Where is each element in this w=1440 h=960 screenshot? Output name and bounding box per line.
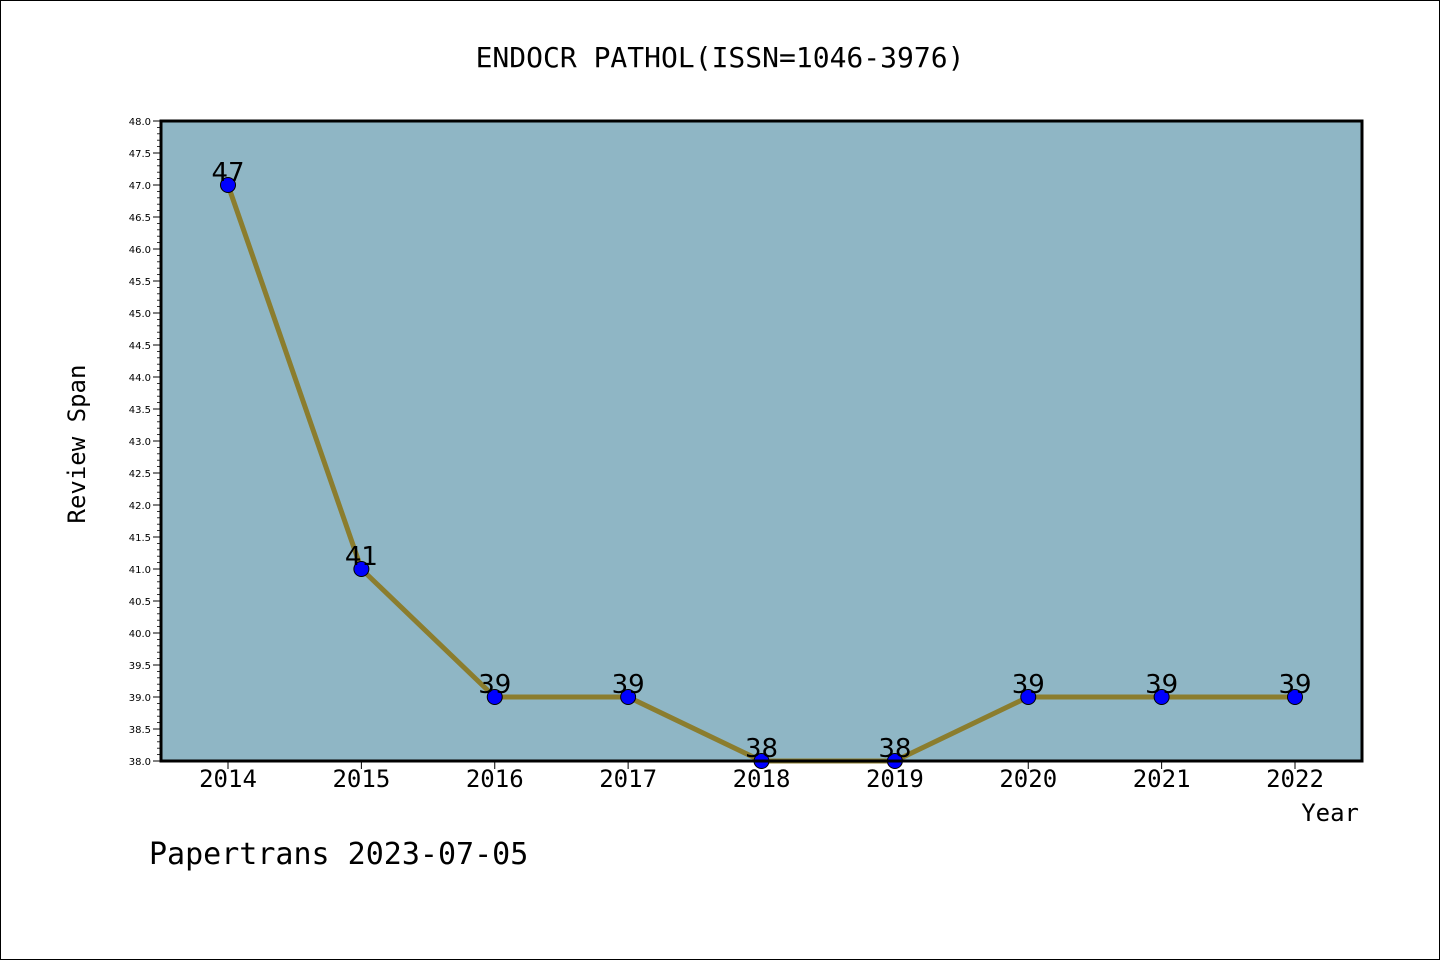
data-label: 47 bbox=[211, 158, 244, 188]
y-tick-label: 42.5 bbox=[129, 469, 151, 480]
x-tick-label: 2015 bbox=[332, 765, 390, 793]
y-tick-label: 44.0 bbox=[129, 373, 151, 384]
x-axis: 2014 2015 2016 2017 2018 2019 2020 2021 2022 bbox=[199, 761, 1324, 793]
y-tick-label: 40.0 bbox=[129, 629, 151, 640]
y-tick-label: 48.0 bbox=[129, 117, 151, 128]
data-point bbox=[1153, 689, 1170, 705]
y-axis-label: Review Span bbox=[63, 365, 91, 524]
y-tick-label: 42.0 bbox=[129, 501, 151, 512]
data-label: 38 bbox=[745, 734, 778, 764]
chart-title: ENDOCR PATHOL(ISSN=1046-3976) bbox=[476, 41, 965, 74]
y-tick-label: 39.0 bbox=[129, 693, 151, 704]
data-label: 39 bbox=[478, 670, 511, 700]
y-tick-label: 38.0 bbox=[129, 757, 151, 768]
x-tick-label: 2014 bbox=[199, 765, 257, 793]
y-tick-label: 44.5 bbox=[129, 341, 151, 352]
y-tick-label: 41.5 bbox=[129, 533, 151, 544]
x-tick-label: 2016 bbox=[466, 765, 524, 793]
x-tick-label: 2021 bbox=[1133, 765, 1191, 793]
data-label: 39 bbox=[1278, 670, 1311, 700]
y-tick-label: 40.5 bbox=[129, 597, 151, 608]
data-label: 39 bbox=[612, 670, 645, 700]
y-tick-label: 38.5 bbox=[129, 725, 151, 736]
data-label: 39 bbox=[1145, 670, 1178, 700]
x-tick-label: 2019 bbox=[866, 765, 924, 793]
data-point bbox=[353, 561, 370, 577]
y-tick-label: 41.0 bbox=[129, 565, 151, 576]
y-tick-label: 39.5 bbox=[129, 661, 151, 672]
data-label: 41 bbox=[345, 542, 378, 572]
data-point bbox=[620, 689, 637, 705]
y-tick-label: 46.0 bbox=[129, 245, 151, 256]
data-label: 38 bbox=[878, 734, 911, 764]
y-axis: 38.0 38.5 39.0 39.5 40.0 40.5 41.0 41.5 42.0 42.5… bbox=[129, 117, 161, 768]
y-tick-label: 47.0 bbox=[129, 181, 151, 192]
x-tick-label: 2018 bbox=[733, 765, 791, 793]
y-tick-label: 43.0 bbox=[129, 437, 151, 448]
data-point bbox=[1020, 689, 1037, 705]
y-tick-label: 47.5 bbox=[129, 149, 151, 160]
data-point bbox=[220, 177, 236, 193]
data-labels: 47 41 39 39 38 38 39 39 39 bbox=[211, 158, 1311, 764]
x-tick-label: 2017 bbox=[599, 765, 657, 793]
y-tick-label: 45.0 bbox=[129, 309, 151, 320]
footer-text: Papertrans 2023-07-05 bbox=[149, 837, 528, 872]
x-axis-label: Year bbox=[1301, 799, 1359, 827]
data-label: 39 bbox=[1012, 670, 1045, 700]
plot-area bbox=[161, 121, 1362, 761]
y-tick-label: 46.5 bbox=[129, 213, 151, 224]
data-point bbox=[486, 689, 503, 705]
data-point bbox=[1287, 689, 1303, 705]
x-tick-label: 2020 bbox=[999, 765, 1057, 793]
plot-frame bbox=[159, 119, 1364, 763]
y-tick-label: 43.5 bbox=[129, 405, 151, 416]
y-tick-label: 45.5 bbox=[129, 277, 151, 288]
x-tick-label: 2022 bbox=[1266, 765, 1324, 793]
